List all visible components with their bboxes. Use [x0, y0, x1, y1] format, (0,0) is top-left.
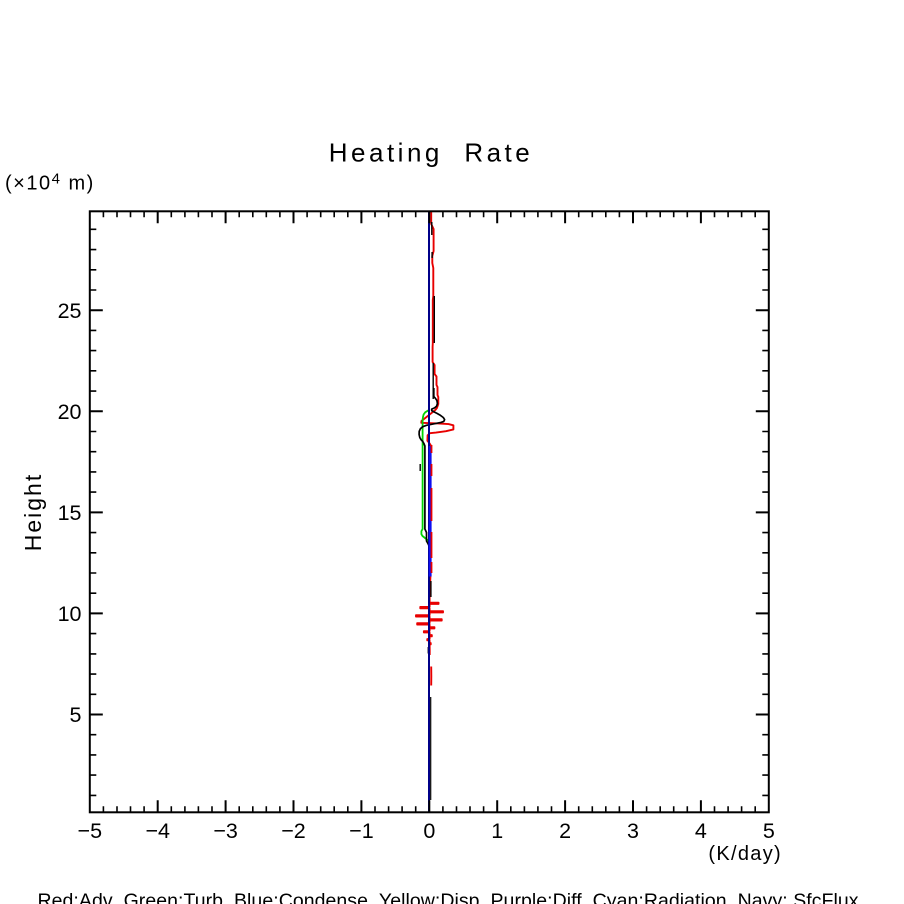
svg-text:3: 3 [627, 819, 639, 843]
svg-text:Height: Height [20, 473, 46, 551]
svg-text:25: 25 [58, 299, 82, 323]
svg-text:20: 20 [58, 400, 82, 424]
svg-text:0: 0 [423, 819, 435, 843]
svg-text:Red:Adv Green:Turb Blue:Cond: Red:Adv Green:Turb Blue:Condense Yellow:… [38, 890, 859, 904]
svg-text:5: 5 [70, 703, 82, 727]
svg-text:10: 10 [58, 602, 82, 626]
svg-text:1: 1 [491, 819, 503, 843]
svg-text:5: 5 [763, 819, 775, 843]
svg-text:−2: −2 [281, 819, 306, 843]
svg-text:4: 4 [695, 819, 707, 843]
svg-text:15: 15 [58, 501, 82, 525]
svg-text:−5: −5 [78, 819, 103, 843]
svg-text:−4: −4 [145, 819, 170, 843]
svg-text:Heating Rate: Heating Rate [329, 138, 533, 168]
svg-text:−1: −1 [349, 819, 374, 843]
svg-text:(×104 m): (×104 m) [5, 171, 95, 195]
svg-text:(K/day): (K/day) [708, 843, 782, 865]
svg-text:2: 2 [559, 819, 571, 843]
svg-text:−3: −3 [213, 819, 238, 843]
